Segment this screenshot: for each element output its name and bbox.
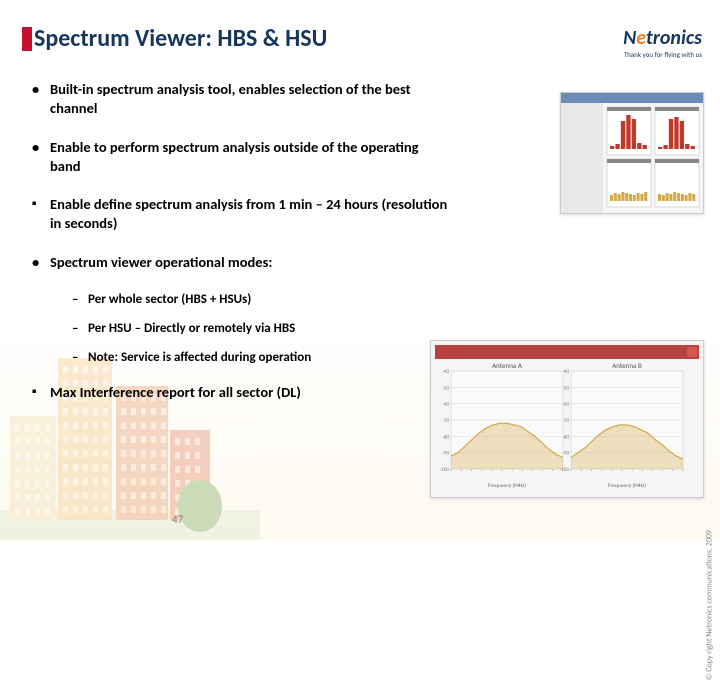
svg-text:-40: -40 (442, 369, 449, 375)
svg-text:-80: -80 (442, 434, 449, 440)
svg-text:-60: -60 (562, 402, 569, 408)
sub-bullet-item: Per HSU – Directly or remotely via HBS (72, 321, 450, 336)
svg-text:-80: -80 (562, 434, 569, 440)
page-number: 47 (172, 513, 183, 526)
svg-text:Frequency (MHz): Frequency (MHz) (488, 482, 527, 489)
svg-text:-100: -100 (440, 467, 450, 473)
bullet-item: Built-in spectrum analysis tool, enables… (30, 80, 450, 118)
svg-text:-60: -60 (442, 402, 449, 408)
svg-text:Frequency (MHz): Frequency (MHz) (608, 482, 647, 489)
spectrum-antenna-thumbnail: Antenna A -40 -50 -60 -70 -80 -90 -100 Frequency… (430, 340, 704, 498)
svg-text:-90: -90 (442, 451, 449, 457)
svg-text:-40: -40 (562, 369, 569, 375)
sub-bullet-item: Per whole sector (HBS + HSUs) (72, 292, 450, 307)
bullet-list: Built-in spectrum analysis tool, enables… (30, 80, 450, 422)
bullet-item: Enable to perform spectrum analysis outs… (30, 138, 450, 176)
slide-title-bar: Spectrum Viewer: HBS & HSU (22, 24, 327, 53)
svg-text:Antenna B: Antenna B (612, 361, 642, 370)
sub-bullet-list: Per whole sector (HBS + HSUs) Per HSU – D… (72, 292, 450, 365)
sub-bullet-item: Note: Service is affected during operati… (72, 350, 450, 365)
title-accent (22, 27, 32, 51)
svg-text:-100: -100 (560, 467, 570, 473)
svg-text:Antenna A: Antenna A (492, 361, 523, 370)
brand-logo: Netronics Thank you for flying with us (623, 28, 702, 59)
svg-text:-70: -70 (442, 418, 449, 424)
svg-text:-50: -50 (562, 385, 569, 391)
bullet-item: Max Interference report for all sector (… (30, 383, 450, 402)
brand-tagline: Thank you for flying with us (623, 50, 702, 59)
copyright-text: © Copy right Netronics communications, 2… (704, 530, 714, 680)
bullet-item: Enable define spectrum analysis from 1 m… (30, 195, 450, 233)
spectrum-4panel-thumbnail (560, 92, 704, 214)
brand-name: Netronics (623, 28, 702, 48)
slide-title: Spectrum Viewer: HBS & HSU (34, 24, 327, 53)
svg-text:-90: -90 (562, 451, 569, 457)
svg-text:-70: -70 (562, 418, 569, 424)
bullet-item: Spectrum viewer operational modes: (30, 253, 450, 272)
svg-text:-50: -50 (442, 385, 449, 391)
